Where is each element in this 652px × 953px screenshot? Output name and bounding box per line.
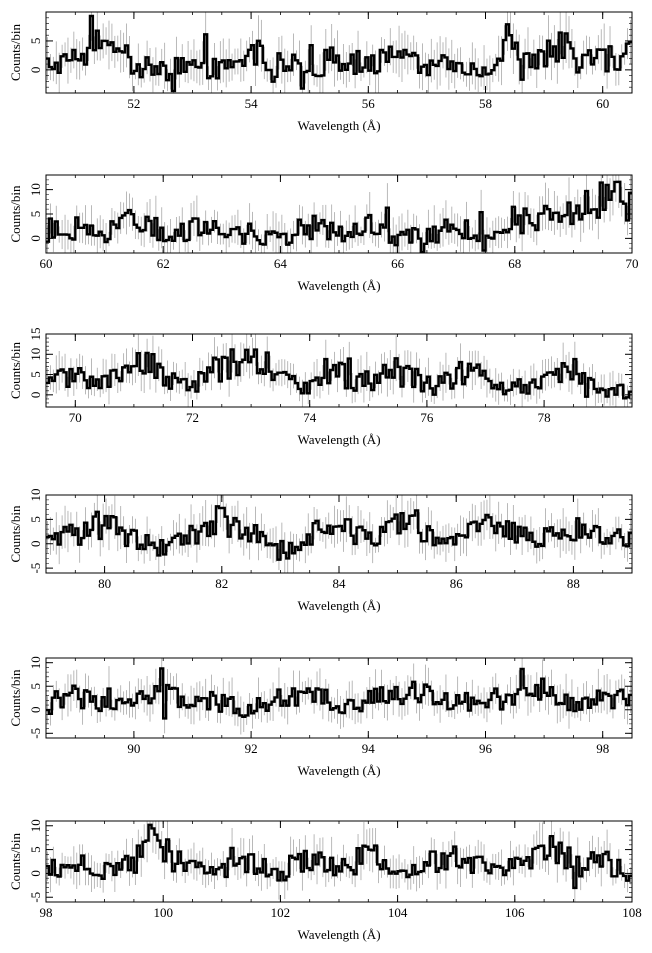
y-axis-label: Counts/bin xyxy=(8,832,23,890)
x-tick-label: 78 xyxy=(538,410,551,425)
x-tick-label: 66 xyxy=(391,256,405,271)
x-tick-label: 76 xyxy=(420,410,434,425)
x-tick-label: 60 xyxy=(40,256,53,271)
x-tick-label: 70 xyxy=(626,256,639,271)
y-tick-label: 5 xyxy=(28,516,43,523)
x-minor-ticks xyxy=(45,658,633,738)
x-tick-label: 58 xyxy=(479,96,492,111)
x-tick-label: 104 xyxy=(388,905,408,920)
spectrum-line xyxy=(46,505,632,561)
x-tick-label: 74 xyxy=(303,410,317,425)
x-axis-label: Wavelength (Å) xyxy=(297,927,380,942)
y-tick-label: 10 xyxy=(28,348,43,361)
chart-panel-6: 98 100 102 104 106 108 -5 0 5 10 Wavelength (Å) Cou… xyxy=(8,819,642,942)
y-tick-label: 0 xyxy=(28,541,43,548)
spectrum-line xyxy=(46,180,632,253)
x-tick-label: 62 xyxy=(157,256,170,271)
plot-frame xyxy=(45,657,633,739)
x-axis-label: Wavelength (Å) xyxy=(297,432,380,447)
y-axis-label: Counts/bin xyxy=(8,185,23,243)
x-tick-label: 100 xyxy=(153,905,173,920)
chart-panel-4: 80 82 84 86 88 -5 0 5 10 Wavelength (Å) Counts/bin xyxy=(8,489,633,613)
x-tick-label: 86 xyxy=(450,576,464,591)
x-axis-label: Wavelength (Å) xyxy=(297,763,380,778)
y-tick-label: 0 xyxy=(28,235,43,242)
x-tick-label: 94 xyxy=(362,741,376,756)
y-tick-label: 10 xyxy=(28,656,43,669)
x-tick-label: 82 xyxy=(215,576,228,591)
chart-panel-2: 60 62 64 66 68 70 0 5 10 Wavelength (Å) Counts/bin xyxy=(8,174,639,293)
y-axis-label: Counts/bin xyxy=(8,341,23,399)
x-tick-label: 56 xyxy=(362,96,376,111)
spectrum-line xyxy=(46,14,632,93)
y-tick-label: 0 xyxy=(28,870,43,877)
y-tick-label: -5 xyxy=(28,728,43,739)
y-axis-label: Counts/bin xyxy=(8,669,23,727)
x-tick-label: 54 xyxy=(245,96,259,111)
x-tick-label: 72 xyxy=(186,410,199,425)
x-tick-label: 96 xyxy=(479,741,493,756)
x-tick-label: 88 xyxy=(567,576,580,591)
spectrum-line xyxy=(46,667,632,720)
y-axis-label: Counts/bin xyxy=(8,505,23,563)
x-tick-label: 70 xyxy=(69,410,82,425)
x-tick-label: 98 xyxy=(596,741,609,756)
x-axis-label: Wavelength (Å) xyxy=(297,598,380,613)
x-axis-label: Wavelength (Å) xyxy=(297,278,380,293)
y-axis-label: Counts/bin xyxy=(8,23,23,81)
x-tick-label: 102 xyxy=(271,905,291,920)
spectrum-line xyxy=(46,348,632,400)
y-tick-label: 0 xyxy=(28,392,43,399)
y-minor-ticks xyxy=(46,657,632,739)
y-tick-label: 0 xyxy=(28,67,43,74)
y-tick-label: 5 xyxy=(28,846,43,853)
y-tick-label: 5 xyxy=(28,683,43,690)
x-tick-label: 92 xyxy=(245,741,258,756)
chart-panel-3: 70 72 74 76 78 0 5 10 15 Wavelength (Å) Counts/bin xyxy=(8,328,633,447)
y-tick-label: 5 xyxy=(28,38,43,45)
spectrum-line xyxy=(46,823,632,890)
y-tick-label: 15 xyxy=(28,328,43,341)
chart-panel-5: 90 92 94 96 98 -5 0 5 10 Wavelength (Å) Counts/bin xyxy=(8,656,633,778)
y-tick-label: 5 xyxy=(28,371,43,378)
y-tick-label: -5 xyxy=(28,892,43,903)
x-tick-label: 60 xyxy=(596,96,609,111)
x-tick-label: 64 xyxy=(274,256,288,271)
y-minor-ticks xyxy=(46,11,632,94)
y-tick-label: 5 xyxy=(28,211,43,218)
x-tick-label: 108 xyxy=(622,905,642,920)
x-tick-label: 68 xyxy=(508,256,521,271)
x-axis-label: Wavelength (Å) xyxy=(297,118,380,133)
x-tick-label: 98 xyxy=(40,905,53,920)
x-tick-label: 80 xyxy=(98,576,111,591)
y-tick-label: 0 xyxy=(28,707,43,714)
chart-panel-1: 52 54 56 58 60 0 5 Wavelength (Å) Counts/bin xyxy=(8,11,633,133)
x-tick-label: 90 xyxy=(127,741,140,756)
x-tick-label: 52 xyxy=(127,96,140,111)
x-tick-label: 106 xyxy=(505,905,525,920)
y-tick-label: 10 xyxy=(28,489,43,502)
x-tick-label: 84 xyxy=(333,576,347,591)
y-tick-label: 10 xyxy=(28,819,43,832)
y-tick-label: -5 xyxy=(28,563,43,574)
y-tick-label: 10 xyxy=(28,183,43,196)
